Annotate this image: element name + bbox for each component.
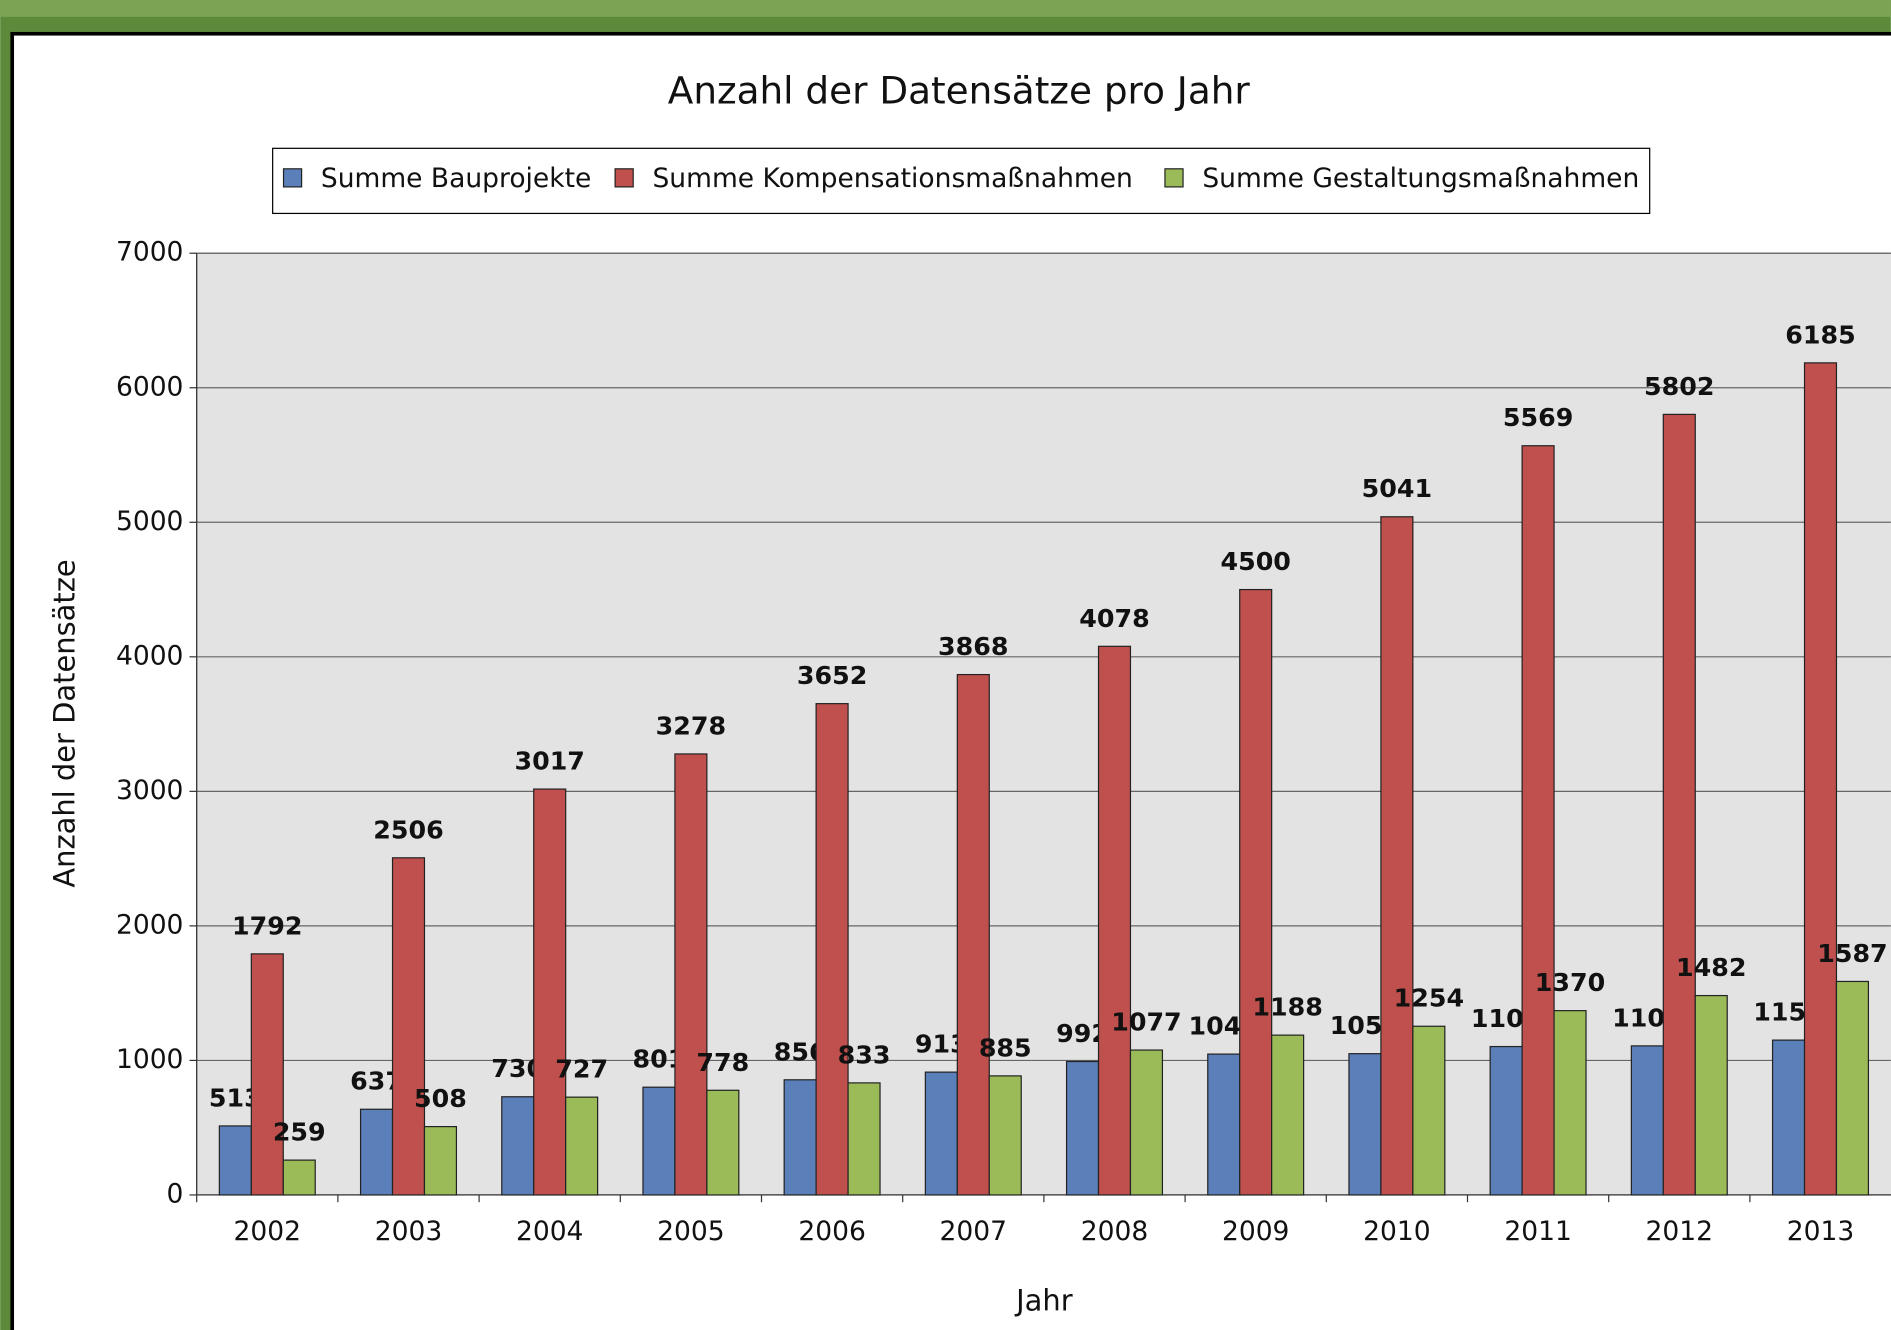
bar xyxy=(1067,1061,1099,1194)
value-label: 259 xyxy=(273,1117,326,1147)
x-tick-label: 2002 xyxy=(234,1216,301,1247)
value-label: 1077 xyxy=(1111,1007,1181,1037)
value-label: 6185 xyxy=(1785,319,1855,349)
bar xyxy=(816,704,848,1195)
value-label: 4500 xyxy=(1220,546,1290,576)
value-label: 3017 xyxy=(514,746,584,776)
x-tick-label: 2010 xyxy=(1363,1216,1430,1247)
bar xyxy=(502,1097,534,1195)
value-label: 1482 xyxy=(1676,952,1746,982)
bar xyxy=(424,1127,456,1195)
y-tick-label: 3000 xyxy=(116,775,183,806)
x-tick-label: 2005 xyxy=(657,1216,724,1247)
bar xyxy=(957,675,989,1195)
bar xyxy=(534,789,566,1195)
value-label: 3652 xyxy=(797,660,867,690)
bar xyxy=(283,1160,315,1195)
value-label: 3278 xyxy=(656,710,726,740)
value-label: 1792 xyxy=(232,910,302,940)
bar xyxy=(643,1087,675,1195)
value-label: 508 xyxy=(414,1083,467,1113)
x-tick-label: 2008 xyxy=(1081,1216,1148,1247)
bar xyxy=(675,754,707,1195)
y-tick-label: 5000 xyxy=(116,506,183,537)
chart: Anzahl der Datensätze pro Jahr Jahr Anza… xyxy=(0,0,1891,1330)
bar xyxy=(1773,1040,1805,1195)
bar xyxy=(784,1080,816,1195)
y-tick-label: 1000 xyxy=(116,1044,183,1075)
value-label: 1188 xyxy=(1252,992,1322,1022)
background-photo-top xyxy=(0,0,1891,17)
value-label: 5041 xyxy=(1362,473,1432,503)
y-tick-label: 7000 xyxy=(116,237,183,268)
value-label: 833 xyxy=(838,1039,891,1069)
value-label: 885 xyxy=(979,1032,1032,1062)
y-tick-label: 6000 xyxy=(116,371,183,402)
bar xyxy=(1349,1054,1381,1195)
legend-swatch xyxy=(284,169,302,187)
x-tick-label: 2013 xyxy=(1787,1216,1854,1247)
bar xyxy=(1631,1046,1663,1195)
bar xyxy=(1130,1050,1162,1195)
bar xyxy=(1381,517,1413,1195)
legend-label: Summe Gestaltungsmaßnahmen xyxy=(1202,163,1639,194)
value-label: 1254 xyxy=(1394,983,1464,1013)
x-tick-label: 2003 xyxy=(375,1216,442,1247)
bar xyxy=(393,858,425,1195)
y-tick-label: 0 xyxy=(167,1178,184,1209)
bar xyxy=(1413,1026,1445,1195)
value-label: 2506 xyxy=(373,814,443,844)
x-tick-label: 2006 xyxy=(798,1216,865,1247)
x-axis-label: Jahr xyxy=(1014,1283,1073,1317)
x-tick-label: 2009 xyxy=(1222,1216,1289,1247)
x-tick-label: 2012 xyxy=(1646,1216,1713,1247)
bar xyxy=(1490,1047,1522,1195)
legend-label: Summe Kompensationsmaßnahmen xyxy=(652,163,1132,194)
bar xyxy=(848,1083,880,1195)
bar xyxy=(707,1090,739,1195)
value-label: 727 xyxy=(555,1054,608,1084)
y-tick-label: 2000 xyxy=(116,909,183,940)
bar xyxy=(1522,446,1554,1195)
bar xyxy=(361,1109,393,1195)
bar xyxy=(1663,414,1695,1195)
x-tick-label: 2007 xyxy=(940,1216,1007,1247)
legend-swatch xyxy=(615,169,633,187)
value-label: 5569 xyxy=(1503,402,1573,432)
bar xyxy=(1208,1054,1240,1195)
value-label: 1587 xyxy=(1817,938,1887,968)
value-label: 778 xyxy=(696,1047,749,1077)
y-tick-label: 4000 xyxy=(116,640,183,671)
value-label: 5802 xyxy=(1644,371,1714,401)
bar xyxy=(1240,590,1272,1195)
legend-label: Summe Bauprojekte xyxy=(321,163,591,194)
bar xyxy=(1805,363,1837,1195)
bar xyxy=(1695,996,1727,1195)
bar xyxy=(219,1126,251,1195)
bar xyxy=(1554,1011,1586,1195)
x-tick-label: 2011 xyxy=(1504,1216,1571,1247)
chart-title: Anzahl der Datensätze pro Jahr xyxy=(668,68,1251,112)
legend-swatch xyxy=(1165,169,1183,187)
value-label: 4078 xyxy=(1079,603,1149,633)
y-axis-label: Anzahl der Datensätze xyxy=(47,559,81,887)
bar xyxy=(1099,646,1131,1195)
value-label: 1370 xyxy=(1535,967,1605,997)
value-label: 3868 xyxy=(938,631,1008,661)
bar xyxy=(989,1076,1021,1195)
x-tick-label: 2004 xyxy=(516,1216,583,1247)
bar xyxy=(251,954,283,1195)
bar xyxy=(925,1072,957,1195)
bar xyxy=(1836,981,1868,1195)
bar xyxy=(1272,1035,1304,1195)
bar xyxy=(566,1097,598,1195)
